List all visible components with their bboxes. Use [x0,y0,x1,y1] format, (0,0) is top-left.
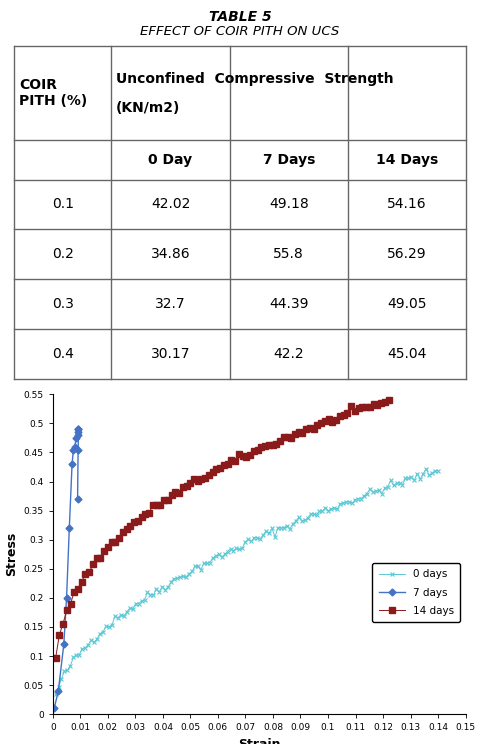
0 days [305,514,311,523]
Text: 44.39: 44.39 [269,298,309,311]
Text: 54.16: 54.16 [387,197,427,211]
Line: 14 days: 14 days [53,397,391,661]
7 days [51,704,57,713]
Line: 0 days: 0 days [53,466,441,697]
14 days [330,417,336,426]
Text: 49.05: 49.05 [387,298,426,311]
Text: 45.04: 45.04 [387,347,426,361]
14 days [371,400,376,408]
7 days [55,687,61,696]
Text: 14 Days: 14 Days [375,153,438,167]
Text: 42.02: 42.02 [151,197,190,211]
Text: COIR
PITH (%): COIR PITH (%) [19,78,87,108]
0 days [216,550,222,559]
Text: 49.18: 49.18 [269,197,309,211]
14 days [53,654,59,663]
Text: 0.4: 0.4 [52,347,74,361]
Text: Unconfined  Compressive  Strength: Unconfined Compressive Strength [116,72,394,86]
Text: 0.2: 0.2 [52,247,74,261]
0 days [53,690,59,699]
7 days [61,640,67,649]
7 days [75,425,81,434]
Line: 7 days: 7 days [52,427,81,711]
14 days [285,432,290,441]
7 days [64,594,70,603]
14 days [97,554,103,563]
7 days [73,434,79,443]
7 days [75,428,81,437]
14 days [385,396,391,405]
7 days [75,495,81,504]
Text: 0 Day: 0 Day [148,153,192,167]
0 days [423,464,429,473]
X-axis label: Strain: Strain [238,738,280,744]
14 days [337,411,343,420]
0 days [156,588,162,597]
7 days [72,442,78,451]
0 days [252,533,257,542]
Text: 7 Days: 7 Days [263,153,315,167]
7 days [75,425,81,434]
Text: 55.8: 55.8 [273,247,304,261]
Y-axis label: Stress: Stress [5,532,18,577]
Text: 0.3: 0.3 [52,298,74,311]
0 days [435,466,441,475]
7 days [75,431,81,440]
Text: 30.17: 30.17 [151,347,190,361]
Text: (KN/m2): (KN/m2) [116,101,180,115]
0 days [352,496,358,504]
Text: 42.2: 42.2 [274,347,304,361]
Text: 32.7: 32.7 [155,298,186,311]
Text: TABLE 5: TABLE 5 [209,10,271,24]
Text: 34.86: 34.86 [151,247,191,261]
7 days [75,445,81,454]
14 days [154,501,159,510]
7 days [71,445,76,454]
Text: 0.1: 0.1 [52,197,74,211]
7 days [66,524,72,533]
Text: EFFECT OF COIR PITH ON UCS: EFFECT OF COIR PITH ON UCS [140,25,340,38]
Text: 56.29: 56.29 [387,247,427,261]
Legend: 0 days, 7 days, 14 days: 0 days, 7 days, 14 days [372,563,460,622]
0 days [335,504,340,513]
7 days [69,460,75,469]
